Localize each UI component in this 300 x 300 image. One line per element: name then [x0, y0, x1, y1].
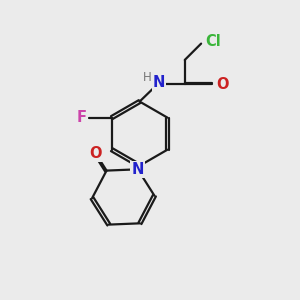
Text: F: F: [77, 110, 87, 125]
Text: Cl: Cl: [206, 34, 221, 49]
Text: O: O: [89, 146, 102, 161]
Text: N: N: [153, 75, 165, 90]
Text: H: H: [143, 71, 152, 84]
Text: O: O: [216, 77, 229, 92]
Text: N: N: [131, 162, 144, 177]
